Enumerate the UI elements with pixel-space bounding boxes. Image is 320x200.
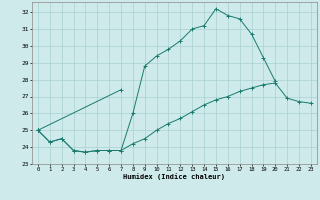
X-axis label: Humidex (Indice chaleur): Humidex (Indice chaleur) <box>124 173 225 180</box>
